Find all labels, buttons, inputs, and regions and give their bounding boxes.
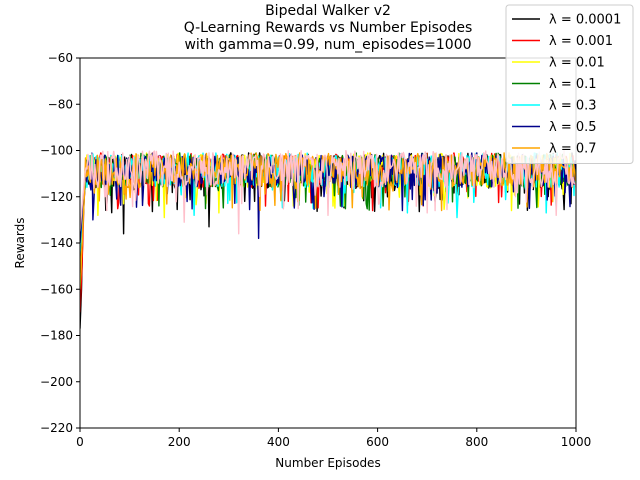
y-tick-label: −120: [40, 190, 73, 204]
y-tick-label: −80: [48, 97, 73, 111]
x-tick-label: 400: [267, 435, 290, 449]
y-tick-label: −160: [40, 282, 73, 296]
chart-title-line-1: Bipedal Walker v2: [265, 3, 391, 19]
y-tick-label: −180: [40, 329, 73, 343]
x-tick-label: 1000: [561, 435, 592, 449]
legend-label: λ = 0.001: [549, 34, 613, 49]
y-tick-label: −200: [40, 375, 73, 389]
series-line-7: [80, 149, 576, 235]
x-tick-label: 0: [76, 435, 84, 449]
y-tick-label: −140: [40, 236, 73, 250]
legend: λ = 0.0001 λ = 0.001 λ = 0.01 λ = 0.1 λ = 0.…: [505, 4, 634, 164]
y-axis-label: Rewards: [13, 218, 27, 269]
y-tick-label: −100: [40, 144, 73, 158]
y-tick-label: −220: [40, 421, 73, 435]
legend-label: λ = 0.3: [549, 99, 597, 114]
legend-label: λ = 0.5: [549, 120, 597, 135]
chart-title-line-2: Q-Learning Rewards vs Number Episodes: [184, 20, 473, 36]
x-axis-label: Number Episodes: [275, 456, 380, 470]
legend-label: λ = 0.01: [549, 56, 605, 71]
legend-label: λ = 0.1: [549, 77, 597, 92]
series-layer: [80, 149, 576, 329]
legend-label: λ = 0.7: [549, 142, 597, 157]
x-tick-label: 200: [168, 435, 191, 449]
y-axis-ticks: −220 −200 −180 −160 −140 −120 −100 −80 −60: [40, 51, 80, 435]
chart-title-line-3: with gamma=0.99, num_episodes=1000: [184, 37, 471, 53]
y-tick-label: −60: [48, 51, 73, 65]
x-tick-label: 800: [465, 435, 488, 449]
x-tick-label: 600: [366, 435, 389, 449]
legend-box: [505, 4, 634, 164]
legend-label: λ = 0.0001: [549, 13, 621, 28]
x-axis-ticks: 0 200 400 600 800 1000: [76, 428, 591, 449]
